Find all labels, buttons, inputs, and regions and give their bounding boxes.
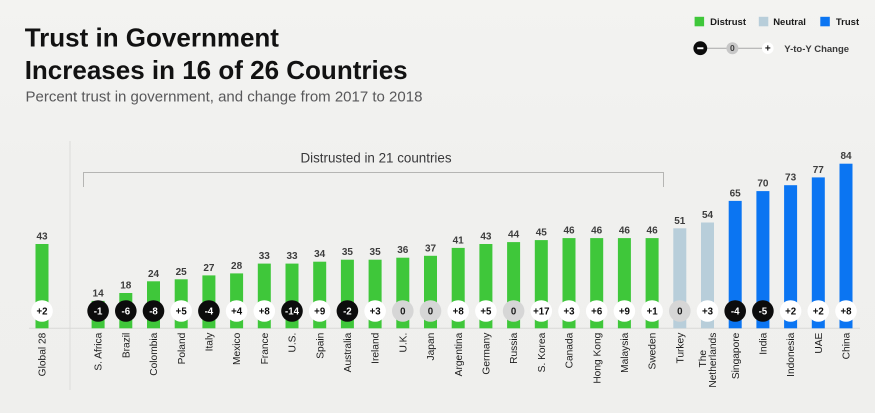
svg-text:Russia: Russia xyxy=(509,332,520,363)
svg-text:Indonesia: Indonesia xyxy=(786,332,797,377)
svg-text:+3: +3 xyxy=(563,307,575,318)
svg-text:Distrusted in 21 countries: Distrusted in 21 countries xyxy=(300,151,451,166)
svg-text:+3: +3 xyxy=(702,307,714,318)
svg-text:Brazil: Brazil xyxy=(121,333,132,358)
svg-text:India: India xyxy=(759,332,770,354)
svg-text:+8: +8 xyxy=(259,307,271,318)
svg-text:Distrust: Distrust xyxy=(710,17,747,28)
svg-text:Germany: Germany xyxy=(482,332,493,375)
svg-text:44: 44 xyxy=(508,230,520,241)
svg-text:Italy: Italy xyxy=(205,332,216,352)
svg-text:UAE: UAE xyxy=(814,333,825,354)
svg-text:73: 73 xyxy=(785,173,797,184)
svg-text:Argentina: Argentina xyxy=(454,332,465,376)
svg-text:-14: -14 xyxy=(285,307,300,318)
svg-text:37: 37 xyxy=(425,243,437,254)
svg-text:Hong Kong: Hong Kong xyxy=(592,332,603,383)
svg-text:+5: +5 xyxy=(176,307,188,318)
svg-text:46: 46 xyxy=(619,226,631,237)
svg-text:54: 54 xyxy=(702,210,714,221)
svg-text:-4: -4 xyxy=(205,307,214,318)
svg-text:+9: +9 xyxy=(619,307,631,318)
svg-text:France: France xyxy=(260,332,271,364)
svg-text:14: 14 xyxy=(93,288,105,299)
svg-text:46: 46 xyxy=(647,226,659,237)
svg-text:84: 84 xyxy=(840,151,852,162)
svg-text:Sweden: Sweden xyxy=(648,333,659,370)
svg-text:Increases in 16 of 26 Countrie: Increases in 16 of 26 Countries xyxy=(25,55,408,85)
svg-text:Turkey: Turkey xyxy=(675,332,686,364)
svg-text:-5: -5 xyxy=(759,307,768,318)
svg-text:+8: +8 xyxy=(840,307,852,318)
svg-text:Neutral: Neutral xyxy=(773,17,806,28)
svg-text:+3: +3 xyxy=(370,307,382,318)
svg-text:Australia: Australia xyxy=(343,332,354,372)
svg-text:41: 41 xyxy=(453,235,465,246)
svg-text:Ireland: Ireland xyxy=(371,332,382,363)
svg-text:-6: -6 xyxy=(121,307,130,318)
svg-text:27: 27 xyxy=(203,263,215,274)
svg-text:U.S.: U.S. xyxy=(288,333,299,353)
svg-text:46: 46 xyxy=(563,226,575,237)
svg-text:Y-to-Y Change: Y-to-Y Change xyxy=(784,44,849,55)
svg-text:35: 35 xyxy=(370,247,382,258)
svg-text:China: China xyxy=(842,332,853,359)
svg-text:+8: +8 xyxy=(453,307,465,318)
svg-text:Colombia: Colombia xyxy=(149,332,160,375)
svg-text:65: 65 xyxy=(730,188,742,199)
svg-text:Singapore: Singapore xyxy=(731,332,742,379)
svg-text:43: 43 xyxy=(36,232,48,243)
svg-text:+: + xyxy=(765,44,771,55)
svg-text:43: 43 xyxy=(480,232,492,243)
svg-text:46: 46 xyxy=(591,226,603,237)
svg-text:Canada: Canada xyxy=(565,332,576,368)
svg-text:U.K.: U.K. xyxy=(398,333,409,353)
svg-text:Trust: Trust xyxy=(836,17,860,28)
svg-text:34: 34 xyxy=(314,249,326,260)
svg-text:The: The xyxy=(698,350,709,368)
svg-text:S. Africa: S. Africa xyxy=(94,332,105,370)
svg-text:+6: +6 xyxy=(591,307,603,318)
svg-text:33: 33 xyxy=(259,251,271,262)
svg-text:Malaysia: Malaysia xyxy=(620,332,631,373)
svg-text:Poland: Poland xyxy=(177,332,188,364)
svg-text:Spain: Spain xyxy=(315,333,326,359)
svg-text:51: 51 xyxy=(674,216,686,227)
svg-text:45: 45 xyxy=(536,228,548,239)
svg-text:-8: -8 xyxy=(149,307,158,318)
svg-text:24: 24 xyxy=(148,269,160,280)
svg-text:-4: -4 xyxy=(731,307,740,318)
svg-text:0: 0 xyxy=(400,307,405,318)
svg-text:Mexico: Mexico xyxy=(232,332,243,365)
svg-text:+4: +4 xyxy=(231,307,243,318)
svg-text:28: 28 xyxy=(231,261,243,272)
svg-text:0: 0 xyxy=(677,307,682,318)
svg-text:S. Korea: S. Korea xyxy=(537,332,548,372)
svg-text:+17: +17 xyxy=(533,307,549,318)
svg-text:+5: +5 xyxy=(480,307,492,318)
svg-text:+2: +2 xyxy=(813,307,824,318)
svg-text:0: 0 xyxy=(428,307,433,318)
svg-text:Global 28: Global 28 xyxy=(38,332,49,376)
svg-text:Trust in Government: Trust in Government xyxy=(25,23,280,53)
svg-text:Netherlands: Netherlands xyxy=(708,333,719,388)
svg-text:Percent trust in government, a: Percent trust in government, and change … xyxy=(26,89,423,106)
svg-text:+2: +2 xyxy=(36,307,47,318)
svg-text:77: 77 xyxy=(813,165,825,176)
svg-text:36: 36 xyxy=(397,245,409,256)
svg-text:35: 35 xyxy=(342,247,354,258)
svg-text:-2: -2 xyxy=(343,307,352,318)
svg-text:-1: -1 xyxy=(94,307,103,318)
svg-text:0: 0 xyxy=(511,307,516,318)
svg-text:+1: +1 xyxy=(647,307,659,318)
svg-text:0: 0 xyxy=(730,43,735,53)
svg-text:25: 25 xyxy=(176,267,188,278)
svg-text:Japan: Japan xyxy=(426,333,437,361)
svg-text:18: 18 xyxy=(120,281,132,292)
svg-text:70: 70 xyxy=(757,179,769,190)
svg-text:+9: +9 xyxy=(314,307,326,318)
svg-text:33: 33 xyxy=(286,251,298,262)
svg-text:+2: +2 xyxy=(785,307,796,318)
